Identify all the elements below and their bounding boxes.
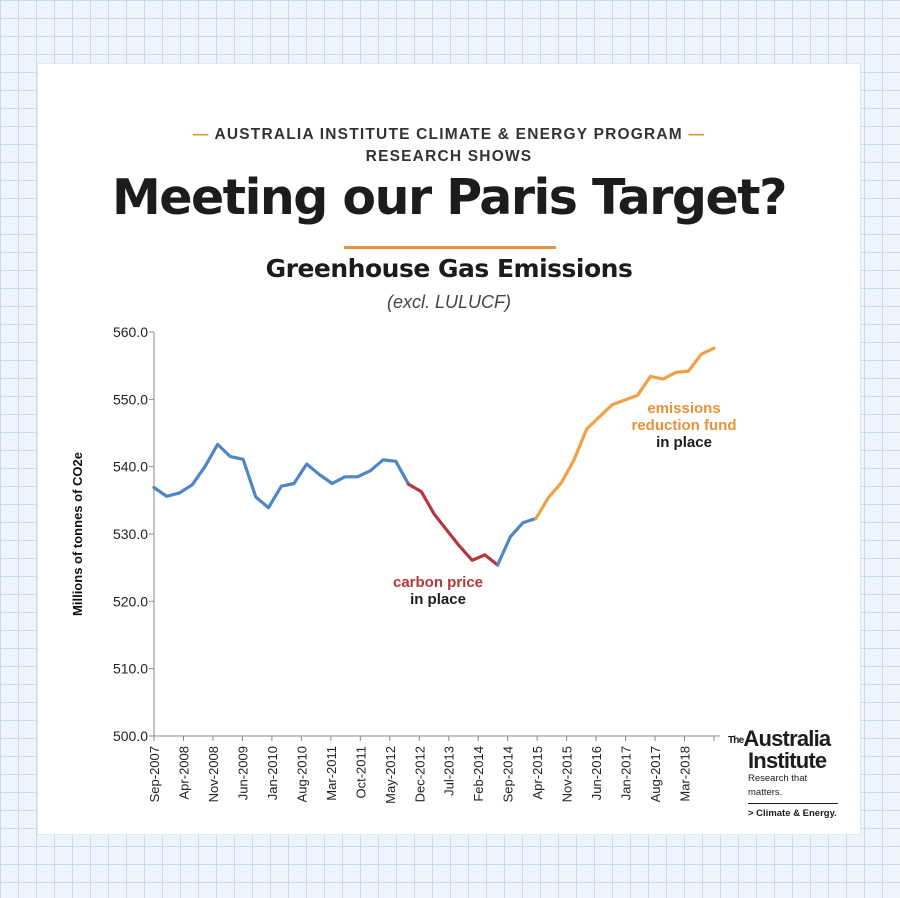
kicker-dash-right: — (688, 126, 706, 143)
x-tick-label: Jan-2010 (265, 746, 280, 800)
logo-name-line-1: Australia (743, 726, 831, 751)
x-tick-label: Nov-2008 (206, 746, 221, 802)
x-tick-label: Jun-2016 (589, 746, 604, 800)
x-tick-label: Jun-2009 (235, 746, 250, 800)
kicker-dash-left: — (192, 126, 210, 143)
x-tick-label: Sep-2014 (501, 746, 516, 802)
y-tick-label: 560.0 (113, 324, 148, 340)
x-tick-label: Apr-2015 (530, 746, 545, 799)
series-line (406, 482, 500, 567)
x-tick-label: Dec-2012 (412, 746, 427, 802)
emissions-line-chart: 560.0 550.0 540.0 530.0 520.0 510.0 500.0 Milli… (70, 324, 737, 804)
logo-divider (748, 803, 838, 804)
y-axis-label: Millions of tonnes of CO2e (70, 452, 85, 616)
headline-underline (344, 246, 556, 249)
kicker-line-1: AUSTRALIA INSTITUTE CLIMATE & ENERGY PRO… (214, 126, 683, 143)
program-kicker: — AUSTRALIA INSTITUTE CLIMATE & ENERGY P… (38, 124, 860, 168)
x-tick-label: Feb-2014 (471, 746, 486, 802)
annotation-carbon: in place (410, 591, 466, 608)
annotation-carbon: carbon price (393, 574, 483, 591)
logo-program: > Climate & Energy. (748, 808, 837, 819)
x-tick-label: Mar-2018 (678, 746, 693, 802)
y-tick-label: 500.0 (113, 728, 148, 744)
x-tick-label: Oct-2011 (353, 746, 368, 799)
headline: Meeting our Paris Target? (111, 169, 788, 226)
kicker-line-2: RESEARCH SHOWS (365, 148, 533, 165)
x-tick-label: Nov-2015 (560, 746, 575, 802)
x-tick-label: May-2012 (383, 746, 398, 804)
y-tick-label: 510.0 (113, 661, 148, 677)
chart-title: Greenhouse Gas Emissions (265, 254, 633, 283)
chart-subtitle: (excl. LULUCF) (386, 292, 511, 312)
logo-name-line-2: Institute (748, 748, 827, 773)
annotation-erf: emissions (647, 400, 720, 417)
x-tick-label: Jan-2017 (619, 746, 634, 800)
logo-the: The (728, 735, 744, 746)
y-tick-label: 520.0 (113, 593, 148, 609)
x-tick-label: Jul-2013 (442, 746, 457, 796)
x-tick-label: Aug-2010 (294, 746, 309, 802)
logo-tagline: Research that matters. (748, 773, 808, 798)
y-tick-label: 550.0 (113, 391, 148, 407)
annotation-erf: in place (656, 434, 712, 451)
x-tick-label: Mar-2011 (324, 746, 339, 801)
australia-institute-logo: TheAustralia Institute Research that mat… (728, 728, 838, 819)
series-line (496, 516, 538, 567)
infographic-card: — AUSTRALIA INSTITUTE CLIMATE & ENERGY P… (38, 64, 860, 834)
y-tick-label: 540.0 (113, 459, 148, 475)
x-tick-label: Sep-2007 (147, 746, 162, 802)
series-line (152, 442, 411, 510)
x-tick-label: Aug-2017 (648, 746, 663, 802)
series-line (534, 346, 716, 521)
annotation-erf: reduction fund (632, 417, 737, 434)
x-tick-label: Apr-2008 (176, 746, 191, 799)
y-tick-label: 530.0 (113, 526, 148, 542)
